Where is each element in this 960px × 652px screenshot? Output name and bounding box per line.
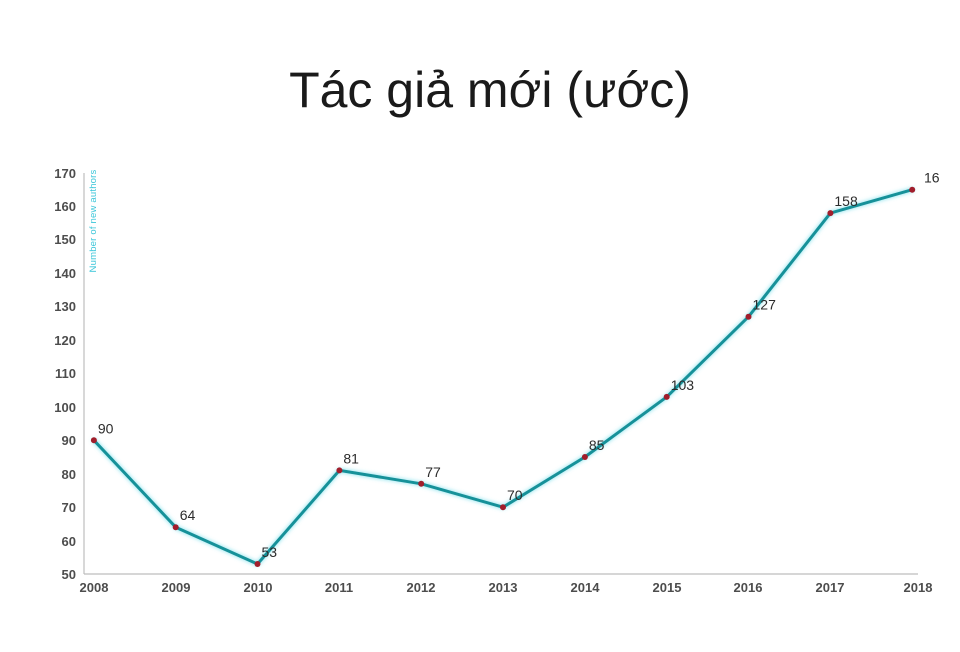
svg-text:16: 16 <box>924 170 940 186</box>
svg-text:2017: 2017 <box>816 580 845 595</box>
svg-text:120: 120 <box>54 333 76 348</box>
svg-text:2008: 2008 <box>80 580 109 595</box>
svg-text:50: 50 <box>62 567 76 582</box>
svg-text:2009: 2009 <box>162 580 191 595</box>
svg-text:70: 70 <box>507 487 523 503</box>
svg-text:2016: 2016 <box>734 580 763 595</box>
svg-text:90: 90 <box>98 420 114 436</box>
svg-text:158: 158 <box>834 193 858 209</box>
svg-text:81: 81 <box>343 450 359 466</box>
svg-text:77: 77 <box>425 464 441 480</box>
svg-text:2015: 2015 <box>653 580 682 595</box>
svg-text:150: 150 <box>54 232 76 247</box>
svg-text:100: 100 <box>54 400 76 415</box>
svg-text:2011: 2011 <box>325 580 353 595</box>
svg-text:103: 103 <box>671 377 695 393</box>
svg-text:160: 160 <box>54 199 76 214</box>
svg-text:85: 85 <box>589 437 605 453</box>
svg-text:60: 60 <box>62 534 76 549</box>
svg-text:Number of new authors: Number of new authors <box>88 169 99 272</box>
svg-text:2013: 2013 <box>489 580 518 595</box>
svg-text:2010: 2010 <box>244 580 273 595</box>
svg-text:2012: 2012 <box>407 580 436 595</box>
svg-text:140: 140 <box>54 266 76 281</box>
svg-text:80: 80 <box>62 467 76 482</box>
svg-text:110: 110 <box>55 366 76 381</box>
svg-text:53: 53 <box>262 544 278 560</box>
svg-text:2018: 2018 <box>904 580 933 595</box>
svg-text:70: 70 <box>62 500 76 515</box>
svg-text:90: 90 <box>62 433 76 448</box>
svg-text:130: 130 <box>54 299 76 314</box>
svg-text:170: 170 <box>54 166 76 181</box>
svg-text:64: 64 <box>180 507 196 523</box>
svg-text:2014: 2014 <box>571 580 601 595</box>
svg-text:127: 127 <box>753 297 777 313</box>
